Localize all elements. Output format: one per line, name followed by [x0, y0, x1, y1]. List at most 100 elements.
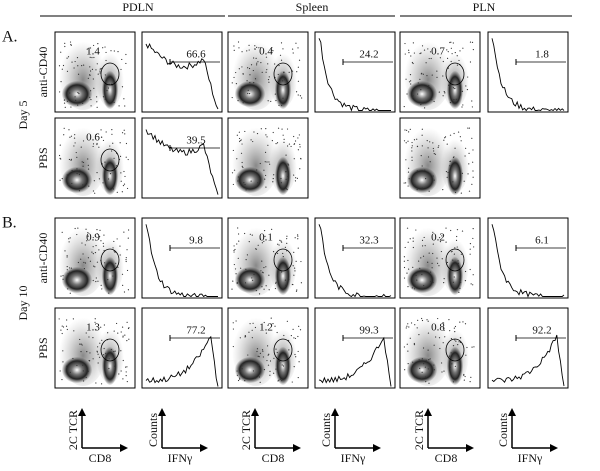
event: [425, 359, 427, 361]
event: [446, 49, 448, 51]
event: [283, 141, 285, 143]
event: [99, 236, 101, 238]
event: [64, 45, 66, 48]
event: [252, 322, 254, 324]
event: [249, 74, 251, 76]
event: [454, 339, 456, 341]
histogram-frame: [141, 31, 223, 113]
event: [295, 91, 298, 93]
event: [415, 229, 417, 231]
event: [267, 63, 269, 65]
event: [294, 337, 297, 340]
section-label: A.: [2, 29, 18, 46]
event: [273, 372, 275, 374]
event: [268, 76, 270, 78]
event: [120, 68, 122, 71]
event: [247, 92, 249, 95]
event: [126, 340, 128, 342]
event: [264, 178, 266, 180]
event: [260, 270, 262, 272]
event: [408, 167, 410, 169]
event: [408, 81, 411, 83]
event: [261, 349, 264, 351]
gate: [445, 338, 465, 362]
event: [271, 140, 273, 142]
event: [288, 143, 291, 145]
event: [92, 279, 94, 282]
event: [115, 322, 118, 325]
event: [297, 137, 299, 139]
event: [456, 235, 458, 238]
event: [78, 190, 81, 192]
event: [450, 47, 452, 49]
event: [63, 99, 66, 101]
event: [425, 102, 427, 104]
event: [244, 282, 247, 284]
timepoint-label: Day 10: [16, 286, 30, 321]
event: [234, 248, 236, 251]
event: [299, 95, 302, 97]
event: [63, 102, 66, 104]
event: [466, 346, 468, 349]
event: [275, 99, 277, 102]
event: [459, 50, 461, 52]
event: [437, 146, 439, 148]
event: [403, 256, 406, 258]
event: [267, 324, 269, 326]
event: [267, 78, 270, 81]
event: [81, 64, 83, 67]
event: [443, 282, 445, 284]
event: [246, 254, 248, 256]
event: [406, 129, 408, 131]
event: [94, 192, 96, 194]
event: [282, 255, 284, 258]
event: [432, 231, 434, 233]
event: [267, 364, 270, 366]
event: [469, 61, 472, 63]
event: [427, 349, 429, 351]
event: [113, 240, 115, 243]
event: [102, 139, 105, 142]
event: [128, 338, 130, 340]
event: [126, 187, 129, 190]
event: [126, 380, 128, 383]
axis-legend-y: Counts: [319, 413, 333, 447]
event: [65, 325, 68, 327]
event: [472, 176, 474, 178]
population: [62, 81, 92, 107]
event: [77, 261, 79, 264]
event: [268, 81, 270, 83]
event: [233, 249, 235, 252]
event: [249, 233, 251, 235]
event: [253, 57, 255, 59]
event: [443, 278, 445, 280]
event: [411, 159, 413, 161]
event: [241, 374, 243, 376]
event: [86, 240, 88, 242]
event: [68, 158, 71, 161]
event: [96, 101, 98, 103]
event: [90, 98, 92, 101]
event: [89, 96, 91, 98]
event: [96, 172, 98, 174]
arrow-head: [331, 408, 339, 416]
event: [432, 175, 434, 177]
event: [73, 145, 75, 147]
event: [102, 47, 104, 49]
event: [125, 62, 127, 65]
event: [461, 230, 464, 232]
event: [126, 321, 128, 324]
event: [59, 179, 61, 181]
event: [293, 158, 295, 160]
event: [279, 54, 282, 56]
event: [113, 330, 115, 332]
event: [237, 180, 239, 182]
event: [231, 82, 233, 84]
event: [268, 161, 270, 163]
event: [412, 95, 414, 97]
event: [295, 260, 297, 263]
event: [95, 277, 97, 279]
event: [268, 274, 270, 276]
event: [411, 145, 413, 147]
event: [112, 247, 114, 249]
